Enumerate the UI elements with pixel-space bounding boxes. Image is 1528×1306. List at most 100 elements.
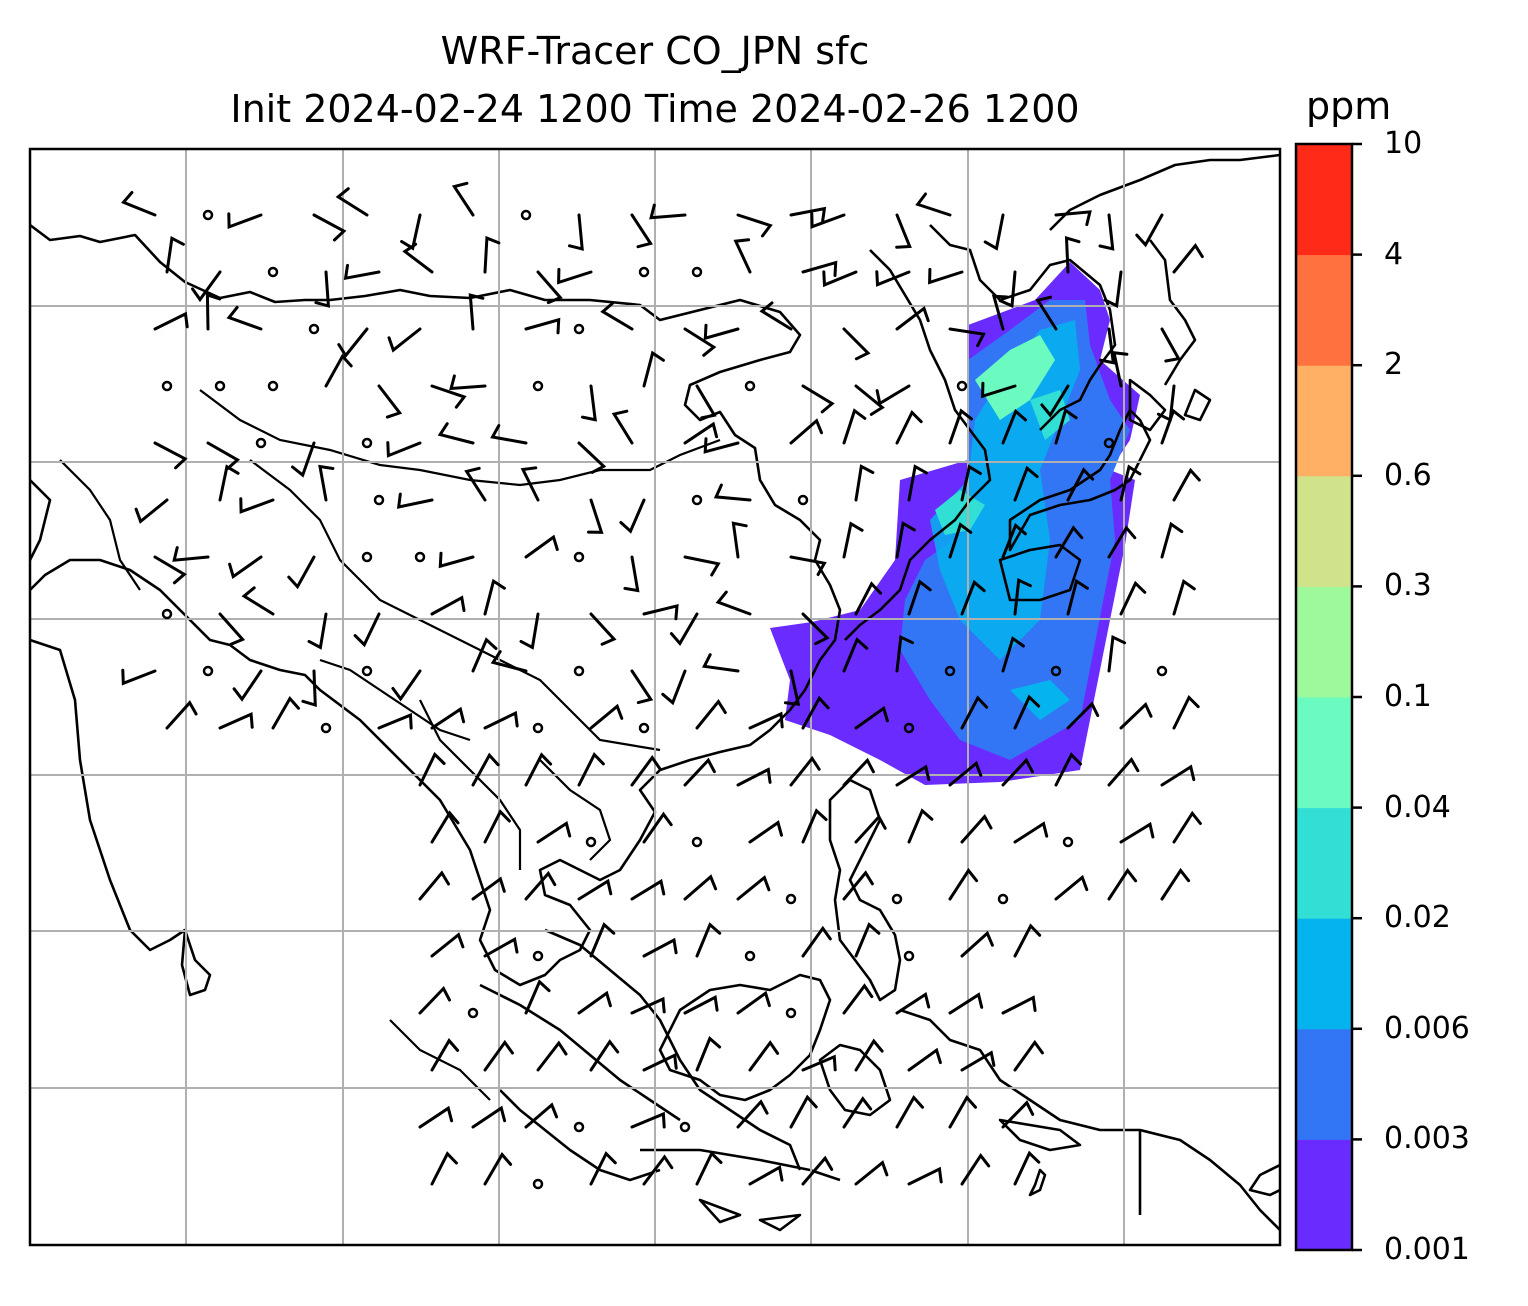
wind-barb [524, 1102, 559, 1129]
wind-barb [587, 498, 604, 534]
wind-barb [991, 294, 1009, 331]
wind-barb [418, 985, 451, 1015]
calm-wind-circle [691, 836, 703, 848]
wind-barb [1066, 467, 1095, 502]
wind-barb [981, 381, 1017, 399]
wind-barb [801, 1054, 837, 1072]
wind-barb [121, 191, 157, 217]
wind-barb [430, 810, 460, 844]
calm-wind-circle [638, 722, 650, 734]
wind-barb [1160, 327, 1181, 363]
wind-barb [683, 994, 719, 1015]
wind-barb [801, 1155, 834, 1186]
wind-barb [218, 711, 254, 730]
wind-barb [1040, 384, 1070, 418]
wind-barb [948, 760, 983, 787]
wind-barb [577, 441, 607, 474]
wind-barb [661, 669, 687, 706]
wind-barb [468, 293, 485, 331]
calm-wind-circle [373, 494, 385, 506]
wind-barb [683, 327, 717, 357]
wind-barb [642, 350, 665, 388]
wind-barb [960, 1153, 991, 1186]
wind-barb [801, 695, 830, 730]
wind-barb [471, 752, 500, 787]
wind-barb [702, 653, 740, 673]
wind-barb [983, 213, 1005, 251]
wind-barb [895, 305, 930, 331]
wind-barb [536, 821, 572, 844]
wind-barb [1160, 867, 1191, 901]
calm-wind-circle [255, 437, 267, 449]
wind-barb [430, 595, 466, 616]
wind-barb [471, 1105, 507, 1129]
calm-wind-circle [1062, 836, 1074, 848]
wind-barb [731, 521, 748, 559]
wind-barb [1013, 821, 1049, 844]
calm-wind-circle [903, 722, 915, 734]
calm-wind-circle [1156, 665, 1168, 677]
wind-barb [577, 752, 605, 787]
calm-wind-circle [361, 551, 373, 563]
wind-barb [1013, 465, 1039, 502]
wind-barb [801, 384, 835, 414]
wind-barb [789, 1094, 818, 1129]
wind-barb [438, 551, 475, 569]
calm-wind-circle [532, 722, 544, 734]
wind-barb [1103, 270, 1123, 308]
wind-barb [854, 464, 875, 502]
wind-barb [895, 521, 916, 559]
wind-barb [483, 1152, 513, 1186]
colorbar-segment [1296, 697, 1352, 809]
map-title-line2: Init 2024-02-24 1200 Time 2024-02-26 120… [230, 87, 1080, 131]
wind-barb [695, 1035, 722, 1072]
wind-barb [520, 466, 540, 502]
colorbar-tick-label: 0.001 [1384, 1232, 1470, 1267]
wind-barb [669, 612, 699, 646]
calm-wind-circle [161, 380, 173, 392]
colorbar-tick-label: 0.1 [1384, 679, 1432, 714]
colorbar-tick-label: 0.003 [1384, 1121, 1470, 1157]
wind-barb [471, 637, 498, 673]
wind-barb [1172, 578, 1196, 616]
wind-barb [1119, 701, 1153, 730]
wind-barb [400, 213, 422, 251]
wind-barb [948, 992, 984, 1015]
wind-barb [581, 384, 597, 422]
wind-barbs [121, 181, 1204, 1190]
wind-barb [810, 212, 846, 229]
wind-barb [337, 327, 369, 359]
wind-barb [391, 669, 422, 702]
wind-barb [1054, 407, 1078, 445]
wind-barb [418, 751, 446, 787]
calm-wind-circle [691, 266, 703, 278]
calm-wind-circle [573, 323, 585, 335]
wind-barb [748, 1164, 784, 1186]
wind-barb [232, 669, 263, 702]
colorbar-segment [1296, 254, 1352, 366]
wind-barb [736, 213, 773, 238]
wind-barb [623, 555, 640, 593]
wind-barb [928, 267, 964, 285]
wind-barb [907, 1166, 943, 1186]
wind-barb [1172, 467, 1201, 502]
wind-barb [324, 353, 353, 388]
calm-wind-circle [467, 1007, 479, 1019]
wind-barb [600, 301, 634, 331]
wind-barb [683, 421, 719, 445]
wind-barb [1001, 1100, 1035, 1129]
wind-barb [748, 820, 783, 844]
colorbar-segment [1296, 1028, 1352, 1140]
map-frame [28, 147, 1282, 1247]
wind-barb [1135, 213, 1164, 248]
wind-barb [733, 238, 752, 274]
wind-barb [519, 612, 540, 650]
wind-barb [1119, 464, 1142, 502]
wind-barb [377, 712, 413, 730]
wind-barb [291, 441, 316, 478]
colorbar-tick-label: 10 [1384, 126, 1423, 161]
wind-barb [854, 814, 887, 844]
wind-barb [875, 270, 911, 287]
wind-barb [801, 808, 828, 844]
wind-barb [577, 990, 612, 1015]
